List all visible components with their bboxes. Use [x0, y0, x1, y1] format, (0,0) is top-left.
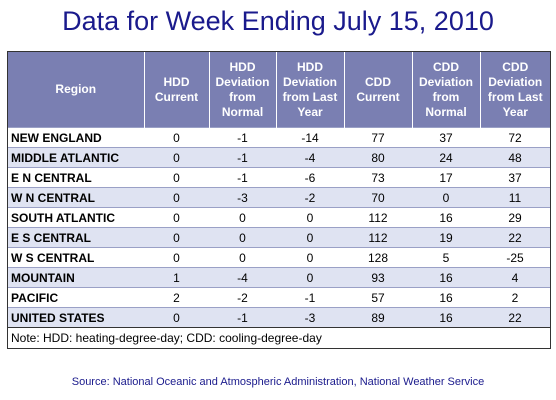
cell-cdd-deviation-normal: 5 [412, 247, 480, 268]
column-header-hdd-deviation-normal: HDD Deviation from Normal [208, 52, 276, 128]
cell-cdd-deviation-normal: 24 [412, 147, 480, 168]
cell-hdd-deviation-normal: -1 [209, 167, 276, 188]
cell-hdd-deviation-normal: -1 [209, 147, 276, 168]
cell-cdd-deviation-normal: 16 [412, 307, 480, 327]
cell-hdd-deviation-last-year: -2 [276, 187, 344, 208]
cell-cdd-deviation-normal: 19 [412, 227, 480, 248]
cell-region: PACIFIC [8, 287, 144, 308]
table-row: W S CENTRAL 0 0 0 128 5 -25 [8, 247, 550, 268]
cell-region: UNITED STATES [8, 307, 144, 327]
cell-cdd-deviation-last-year: 4 [480, 267, 550, 288]
table-note: Note: HDD: heating-degree-day; CDD: cool… [8, 327, 550, 348]
cell-cdd-deviation-normal: 16 [412, 207, 480, 228]
table-header-row: Region HDD Current HDD Deviation from No… [8, 52, 550, 128]
cell-cdd-deviation-normal: 17 [412, 167, 480, 188]
cell-region: W S CENTRAL [8, 247, 144, 268]
column-header-cdd-deviation-normal: CDD Deviation from Normal [411, 52, 480, 128]
cell-cdd-current: 89 [344, 307, 412, 327]
cell-region: NEW ENGLAND [8, 127, 144, 148]
column-header-hdd-current: HDD Current [143, 52, 209, 128]
degree-day-table: Region HDD Current HDD Deviation from No… [8, 52, 550, 327]
cell-hdd-current: 0 [144, 147, 209, 168]
cell-cdd-current: 80 [344, 147, 412, 168]
cell-cdd-deviation-last-year: 22 [480, 307, 550, 327]
cell-cdd-current: 93 [344, 267, 412, 288]
column-header-hdd-deviation-last-year: HDD Deviation from Last Year [275, 52, 344, 128]
cell-hdd-current: 1 [144, 267, 209, 288]
cell-hdd-deviation-normal: 0 [209, 227, 276, 248]
table-row: E S CENTRAL 0 0 0 112 19 22 [8, 227, 550, 248]
cell-hdd-deviation-last-year: 0 [276, 247, 344, 268]
table-row: W N CENTRAL 0 -3 -2 70 0 11 [8, 187, 550, 208]
table-row: SOUTH ATLANTIC 0 0 0 112 16 29 [8, 207, 550, 228]
cell-hdd-current: 2 [144, 287, 209, 308]
cell-cdd-current: 77 [344, 127, 412, 148]
cell-cdd-current: 57 [344, 287, 412, 308]
table-row: MIDDLE ATLANTIC 0 -1 -4 80 24 48 [8, 147, 550, 168]
cell-cdd-current: 112 [344, 207, 412, 228]
cell-hdd-deviation-normal: 0 [209, 207, 276, 228]
column-header-region: Region [8, 52, 144, 128]
cell-region: E N CENTRAL [8, 167, 144, 188]
cell-cdd-deviation-normal: 16 [412, 287, 480, 308]
cell-hdd-current: 0 [144, 187, 209, 208]
cell-cdd-deviation-normal: 0 [412, 187, 480, 208]
cell-hdd-deviation-normal: -1 [209, 307, 276, 327]
cell-cdd-deviation-last-year: 22 [480, 227, 550, 248]
cell-cdd-current: 73 [344, 167, 412, 188]
cell-hdd-deviation-last-year: 0 [276, 207, 344, 228]
cell-cdd-deviation-last-year: 11 [480, 187, 550, 208]
cell-cdd-current: 70 [344, 187, 412, 208]
table-body: NEW ENGLAND 0 -1 -14 77 37 72 MIDDLE ATLANTIC 0-… [8, 127, 550, 327]
cell-cdd-deviation-last-year: 37 [480, 167, 550, 188]
cell-hdd-deviation-normal: -2 [209, 287, 276, 308]
cell-cdd-deviation-last-year: 72 [480, 127, 550, 148]
cell-hdd-deviation-last-year: 0 [276, 267, 344, 288]
cell-hdd-deviation-last-year: -6 [276, 167, 344, 188]
cell-cdd-current: 128 [344, 247, 412, 268]
column-header-cdd-deviation-last-year: CDD Deviation from Last Year [479, 52, 550, 128]
cell-cdd-deviation-last-year: 29 [480, 207, 550, 228]
cell-region: SOUTH ATLANTIC [8, 207, 144, 228]
cell-hdd-deviation-last-year: -1 [276, 287, 344, 308]
cell-hdd-deviation-last-year: -3 [276, 307, 344, 327]
table-row: NEW ENGLAND 0 -1 -14 77 37 72 [8, 127, 550, 148]
cell-region: MOUNTAIN [8, 267, 144, 288]
table-row: UNITED STATES 0 -1 -3 89 16 22 [8, 307, 550, 327]
cell-hdd-current: 0 [144, 127, 209, 148]
cell-hdd-deviation-normal: -4 [209, 267, 276, 288]
cell-hdd-deviation-normal: 0 [209, 247, 276, 268]
cell-cdd-deviation-last-year: -25 [480, 247, 550, 268]
cell-cdd-current: 112 [344, 227, 412, 248]
weather-data-table-container: Region HDD Current HDD Deviation from No… [7, 51, 551, 349]
cell-hdd-deviation-normal: -3 [209, 187, 276, 208]
table-row: MOUNTAIN 1 -4 0 93 16 4 [8, 267, 550, 288]
cell-hdd-deviation-last-year: -4 [276, 147, 344, 168]
cell-cdd-deviation-normal: 37 [412, 127, 480, 148]
cell-hdd-deviation-normal: -1 [209, 127, 276, 148]
column-header-cdd-current: CDD Current [343, 52, 412, 128]
cell-cdd-deviation-normal: 16 [412, 267, 480, 288]
cell-hdd-current: 0 [144, 227, 209, 248]
table-row: E N CENTRAL 0 -1 -6 73 17 37 [8, 167, 550, 188]
table-row: PACIFIC 2 -2 -1 57 16 2 [8, 287, 550, 308]
source-credit: Source: National Oceanic and Atmospheric… [71, 376, 485, 388]
cell-region: W N CENTRAL [8, 187, 144, 208]
cell-hdd-current: 0 [144, 167, 209, 188]
cell-cdd-deviation-last-year: 2 [480, 287, 550, 308]
cell-hdd-current: 0 [144, 247, 209, 268]
cell-hdd-deviation-last-year: 0 [276, 227, 344, 248]
cell-region: MIDDLE ATLANTIC [8, 147, 144, 168]
cell-hdd-current: 0 [144, 207, 209, 228]
page-title: Data for Week Ending July 15, 2010 [62, 6, 494, 36]
cell-cdd-deviation-last-year: 48 [480, 147, 550, 168]
cell-hdd-current: 0 [144, 307, 209, 327]
cell-hdd-deviation-last-year: -14 [276, 127, 344, 148]
cell-region: E S CENTRAL [8, 227, 144, 248]
